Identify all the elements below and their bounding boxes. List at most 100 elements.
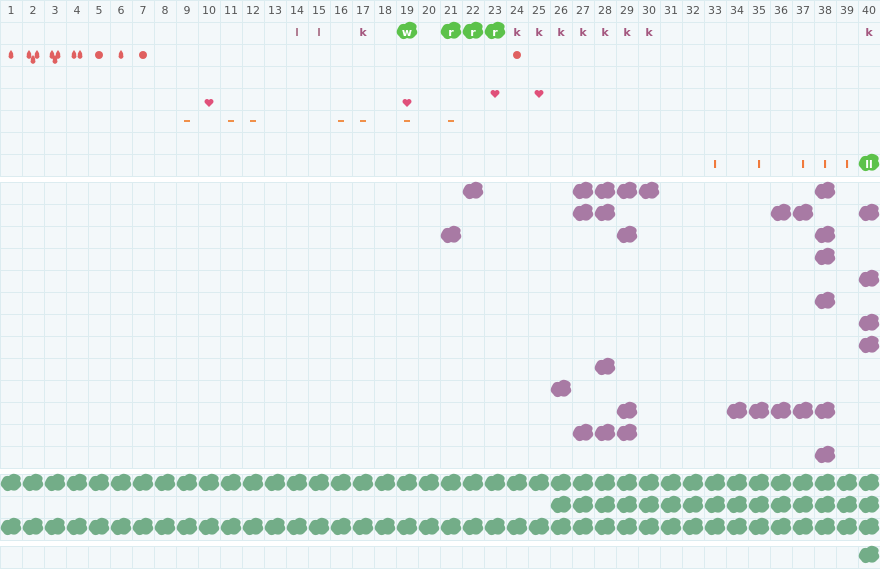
dash-icon: [360, 120, 366, 122]
cell-label: r: [492, 26, 498, 39]
dash-icon: [404, 120, 410, 122]
blob: [858, 153, 880, 172]
blob: [660, 495, 682, 514]
blob: [660, 517, 682, 536]
blob: [396, 21, 418, 40]
column-number: 24: [510, 4, 524, 17]
cell-label: ll: [865, 158, 873, 171]
cell-label: l: [317, 26, 321, 39]
blob: [506, 517, 528, 536]
blob: [484, 517, 506, 536]
blob: [858, 495, 880, 514]
blob: [858, 203, 880, 222]
blob: [462, 517, 484, 536]
blob: [704, 473, 726, 492]
dash-icon: [184, 120, 190, 122]
blob: [594, 181, 616, 200]
blob: [792, 401, 814, 420]
blob: [88, 473, 110, 492]
drop-icon: [30, 55, 36, 64]
blob: [748, 401, 770, 420]
blob: [726, 495, 748, 514]
drop-icon: [77, 50, 83, 59]
drop-icon: [52, 55, 58, 64]
blob: [858, 313, 880, 332]
blob: [858, 269, 880, 288]
blob: [682, 495, 704, 514]
dot-icon: [95, 51, 103, 59]
column-number: 36: [774, 4, 788, 17]
blob: [374, 473, 396, 492]
column-number: 16: [334, 4, 348, 17]
blob: [748, 517, 770, 536]
column-number: 4: [74, 4, 81, 17]
blob: [440, 473, 462, 492]
blob: [462, 473, 484, 492]
blob: [286, 517, 308, 536]
blob: [770, 401, 792, 420]
drop-icon: [55, 50, 61, 59]
column-number: 21: [444, 4, 458, 17]
cell-label: I: [801, 158, 805, 171]
blob: [836, 495, 858, 514]
column-number: 1: [8, 4, 15, 17]
blob: [374, 517, 396, 536]
column-number: 25: [532, 4, 546, 17]
blob: [154, 473, 176, 492]
column-number: 22: [466, 4, 480, 17]
blob: [484, 21, 506, 40]
cell-label: k: [645, 26, 653, 39]
blob: [858, 517, 880, 536]
blob: [396, 517, 418, 536]
cell-label: k: [601, 26, 609, 39]
blob: [814, 401, 836, 420]
blob: [88, 517, 110, 536]
blob: [22, 517, 44, 536]
column-number: 28: [598, 4, 612, 17]
blob: [792, 495, 814, 514]
blob: [462, 21, 484, 40]
blob: [440, 225, 462, 244]
blob: [572, 181, 594, 200]
blob: [638, 473, 660, 492]
column-number: 33: [708, 4, 722, 17]
cell-label: r: [448, 26, 454, 39]
blob: [770, 203, 792, 222]
cell-label: r: [470, 26, 476, 39]
blob: [616, 517, 638, 536]
blob: [792, 473, 814, 492]
column-number: 32: [686, 4, 700, 17]
blob: [616, 495, 638, 514]
blob: [176, 473, 198, 492]
column-number: 35: [752, 4, 766, 17]
blob: [660, 473, 682, 492]
column-number: 29: [620, 4, 634, 17]
blob: [440, 517, 462, 536]
blob: [858, 545, 880, 564]
blob: [814, 247, 836, 266]
blob: [66, 473, 88, 492]
blob: [132, 473, 154, 492]
blob: [682, 473, 704, 492]
column-number: 34: [730, 4, 744, 17]
blob: [528, 473, 550, 492]
blob: [528, 517, 550, 536]
column-number: 38: [818, 4, 832, 17]
cell-label: I: [757, 158, 761, 171]
blob: [572, 423, 594, 442]
blob: [44, 473, 66, 492]
cell-label: I: [823, 158, 827, 171]
blob: [814, 225, 836, 244]
cell-label: k: [865, 26, 873, 39]
blob: [484, 473, 506, 492]
column-number: 3: [52, 4, 59, 17]
blob: [726, 401, 748, 420]
column-number: 11: [224, 4, 238, 17]
cell-label: k: [359, 26, 367, 39]
blob: [594, 495, 616, 514]
blob: [682, 517, 704, 536]
column-number: 9: [184, 4, 191, 17]
heart-icon: [534, 90, 544, 98]
column-number: 39: [840, 4, 854, 17]
